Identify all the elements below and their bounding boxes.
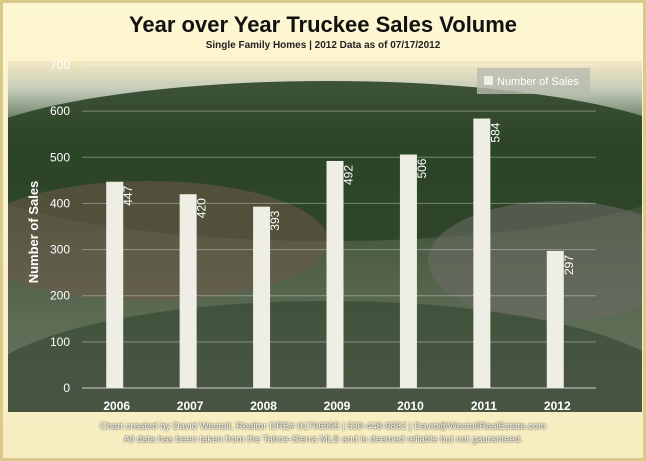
y-tick-label: 400	[50, 196, 70, 210]
data-label: 297	[562, 255, 576, 275]
y-tick-label: 100	[50, 335, 70, 349]
footer-credit: Chart created by David Westall, Realtor …	[99, 421, 547, 432]
x-tick-label: 2010	[397, 399, 424, 413]
legend-swatch	[484, 76, 493, 85]
data-label: 393	[268, 210, 282, 230]
x-tick-label: 2011	[471, 399, 497, 413]
legend: Number of Sales	[477, 68, 590, 94]
y-axis-label: Number of Sales	[26, 181, 41, 284]
legend-box	[477, 68, 590, 94]
y-tick-label: 700	[50, 58, 70, 72]
bar-2011	[473, 118, 491, 389]
footer-disclaimer: All data has been taken from the Tahoe-S…	[123, 434, 523, 445]
bar-2010	[399, 154, 417, 388]
y-tick-label: 0	[63, 381, 70, 395]
x-tick-label: 2012	[544, 399, 571, 413]
data-label: 506	[415, 158, 429, 178]
y-tick-label: 500	[50, 150, 70, 164]
y-tick-label: 200	[50, 289, 70, 303]
photo-town-right	[428, 201, 642, 321]
x-tick-label: 2009	[324, 399, 351, 413]
x-tick-label: 2006	[103, 399, 130, 413]
bar-2009	[326, 160, 344, 388]
data-label: 492	[342, 165, 356, 185]
bar-2007	[179, 194, 197, 388]
bar-2006	[106, 181, 124, 388]
x-tick-label: 2008	[250, 399, 277, 413]
legend-label: Number of Sales	[497, 76, 579, 88]
chart-title: Year over Year Truckee Sales Volume	[128, 12, 518, 37]
data-label: 447	[121, 185, 135, 205]
y-tick-label: 600	[50, 104, 70, 118]
photo-town-left	[8, 181, 328, 301]
x-tick-label: 2007	[177, 399, 204, 413]
data-label: 420	[195, 198, 209, 218]
y-tick-label: 300	[50, 243, 70, 257]
bar-2012	[546, 250, 564, 388]
data-label: 584	[488, 122, 502, 142]
chart-subtitle: Single Family Homes | 2012 Data as of 07…	[205, 40, 441, 51]
bar-2008	[253, 206, 271, 388]
